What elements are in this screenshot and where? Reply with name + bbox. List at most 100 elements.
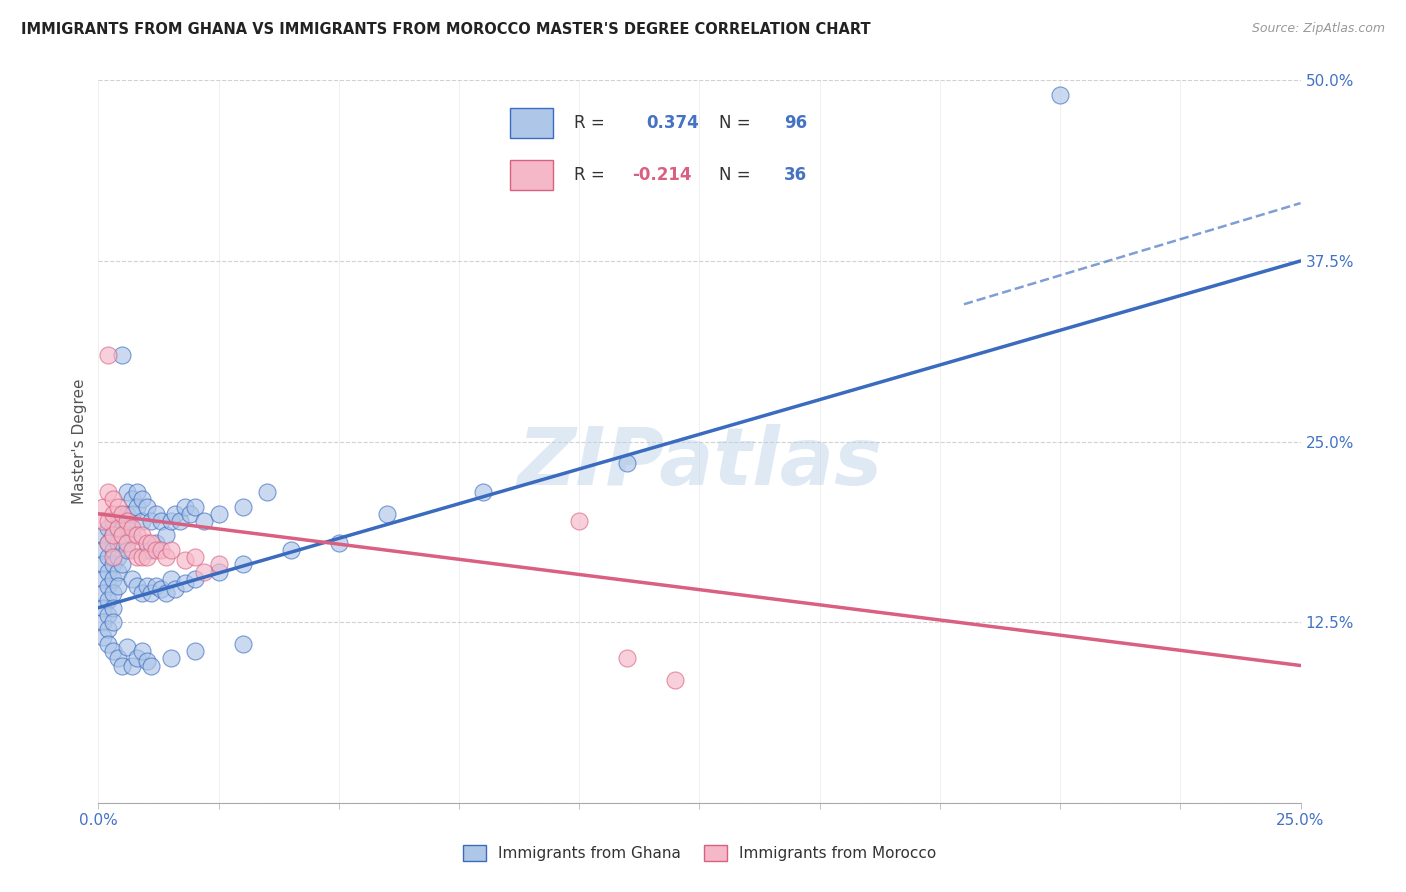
Point (155, 528, 177, 542)
Point (145, 535, 167, 549)
Point (232, 637, 254, 651)
Point (141, 658, 163, 673)
Point (107, 651, 129, 665)
Point (117, 521, 139, 535)
Y-axis label: Master's Degree: Master's Degree (72, 379, 87, 504)
Point (174, 500, 197, 514)
Point (135, 542, 157, 557)
Point (91, 500, 114, 514)
Point (97, 623, 120, 637)
Point (111, 528, 134, 542)
Point (131, 492, 153, 507)
Point (155, 550, 177, 565)
Point (91, 528, 114, 542)
Point (107, 565, 129, 579)
Point (97, 550, 120, 565)
Point (159, 542, 181, 557)
Point (125, 528, 148, 542)
Point (97, 607, 120, 622)
Point (97, 593, 120, 607)
Legend: Immigrants from Ghana, Immigrants from Morocco: Immigrants from Ghana, Immigrants from M… (457, 839, 942, 867)
Point (193, 514, 215, 528)
Point (121, 658, 143, 673)
Point (131, 528, 153, 542)
Point (135, 500, 157, 514)
Point (101, 615, 124, 630)
Point (111, 558, 134, 572)
Point (101, 572, 124, 586)
Point (125, 500, 148, 514)
Point (145, 507, 167, 521)
Point (135, 654, 157, 668)
Point (97, 535, 120, 549)
Point (145, 579, 167, 593)
Point (117, 640, 139, 654)
Point (111, 348, 134, 362)
Text: R =: R = (575, 114, 610, 132)
Point (179, 507, 201, 521)
Point (208, 565, 231, 579)
Point (183, 550, 205, 565)
Point (101, 644, 124, 658)
Point (91, 615, 114, 630)
Point (91, 558, 114, 572)
Text: IMMIGRANTS FROM GHANA VS IMMIGRANTS FROM MOROCCO MASTER'S DEGREE CORRELATION CHA: IMMIGRANTS FROM GHANA VS IMMIGRANTS FROM… (21, 22, 870, 37)
Point (328, 535, 350, 549)
Point (117, 507, 139, 521)
Point (125, 651, 148, 665)
Point (568, 514, 591, 528)
Point (111, 535, 134, 549)
Point (101, 600, 124, 615)
Point (91, 630, 114, 644)
Text: Source: ZipAtlas.com: Source: ZipAtlas.com (1251, 22, 1385, 36)
Point (111, 507, 134, 521)
Point (472, 485, 495, 500)
Point (101, 492, 124, 507)
FancyBboxPatch shape (509, 160, 553, 190)
Point (165, 507, 187, 521)
Point (101, 507, 124, 521)
Point (145, 542, 167, 557)
Point (174, 576, 197, 591)
Point (135, 579, 157, 593)
Text: 36: 36 (783, 166, 807, 184)
Point (125, 485, 148, 500)
Point (174, 553, 197, 567)
Point (131, 644, 153, 658)
Point (97, 579, 120, 593)
Point (159, 514, 181, 528)
Point (616, 456, 638, 470)
Point (131, 586, 153, 600)
Point (107, 500, 129, 514)
Text: 96: 96 (783, 114, 807, 132)
Point (135, 535, 157, 549)
Point (97, 637, 120, 651)
Point (208, 507, 231, 521)
Point (193, 565, 215, 579)
Point (165, 582, 187, 596)
Point (101, 550, 124, 565)
Point (169, 514, 191, 528)
Point (208, 558, 231, 572)
Point (141, 586, 163, 600)
Point (183, 572, 205, 586)
Point (149, 514, 172, 528)
Point (111, 507, 134, 521)
Point (121, 521, 143, 535)
Point (131, 514, 153, 528)
Point (117, 535, 139, 549)
Point (117, 514, 139, 528)
Point (117, 485, 139, 500)
Point (101, 586, 124, 600)
Point (155, 586, 177, 600)
Text: N =: N = (718, 166, 755, 184)
Point (97, 514, 120, 528)
Point (280, 542, 302, 557)
Point (107, 550, 129, 565)
Text: ZIPatlas: ZIPatlas (517, 425, 882, 502)
Point (97, 521, 120, 535)
Text: -0.214: -0.214 (633, 166, 692, 184)
Point (616, 651, 638, 665)
Point (256, 485, 278, 500)
Point (121, 528, 143, 542)
